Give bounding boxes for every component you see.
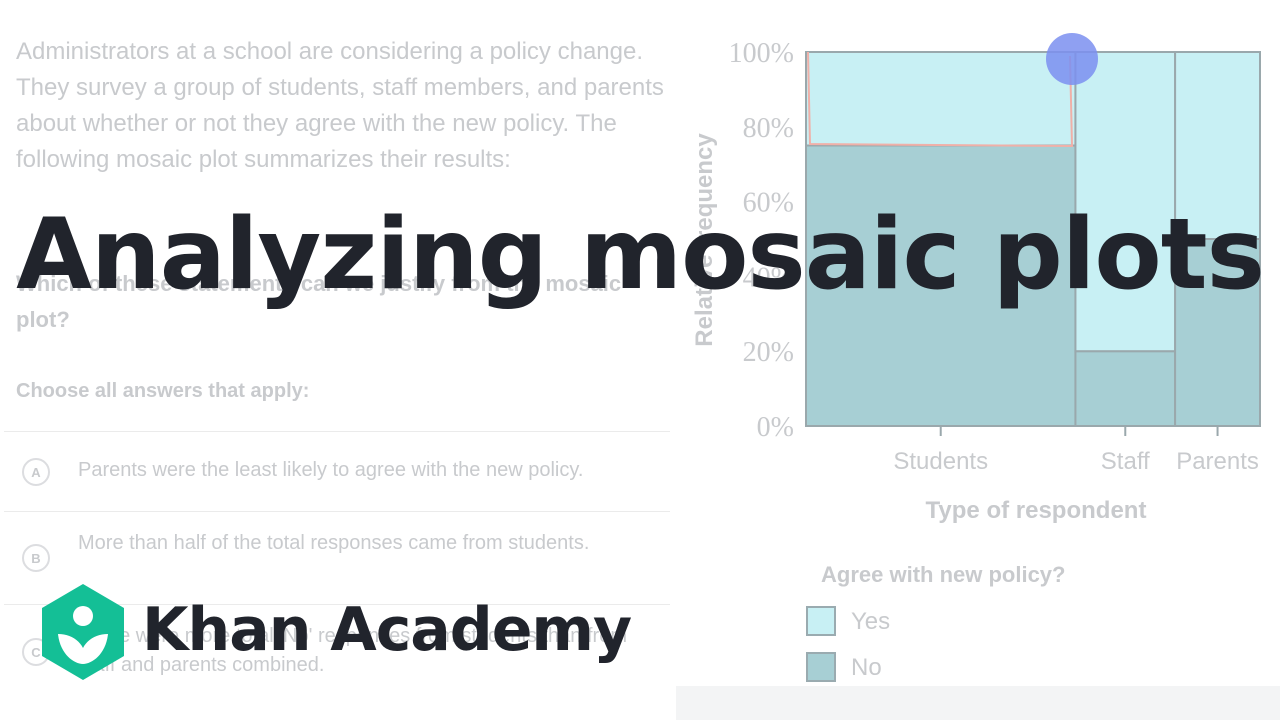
problem-text: Administrators at a school are consideri… [16,38,664,173]
y-axis-label: Relative frequency [691,133,718,347]
brand-name: Khan Academy [142,595,632,665]
y-tick-label: 60% [743,188,794,219]
khan-academy-brand: Khan Academy [38,582,632,682]
x-tick-label-students: Students [893,448,988,475]
mosaic-tile-staff-yes [1074,51,1177,353]
bottom-panel [676,686,1280,720]
divider [4,431,670,432]
divider [4,511,670,512]
annotation-highlight [807,51,1074,148]
y-tick-label: 20% [743,337,794,368]
legend-swatch-no [806,652,836,682]
legend-label-no: No [851,654,882,681]
khan-academy-logo-icon [42,584,124,680]
mosaic-tile-parents-yes [1174,51,1262,240]
mosaic-tile-parents-no [1174,238,1262,427]
choice-a-circle[interactable]: A [22,458,50,486]
choose-instruction: Choose all answers that apply: [16,380,310,402]
legend-label-yes: Yes [851,608,891,635]
legend-title: Agree with new policy? [821,562,1066,587]
question-text: Which of these statements can we justify… [16,271,622,332]
x-tick-label-staff: Staff [1101,448,1150,475]
choice-a-text: Parents were the least likely to agree w… [78,459,584,481]
mosaic-tile-students-yes [805,51,1077,147]
legend-swatch-yes [806,606,836,636]
y-tick-label: 80% [743,113,794,144]
mosaic-plot: 0%20%40%60%80%100% Students Staff Parents … [691,33,1262,524]
cursor-indicator [1046,33,1098,85]
y-tick-label: 40% [743,262,794,293]
choice-b-text: More than half of the total responses ca… [78,532,590,554]
x-axis-label: Type of respondent [926,497,1147,524]
choice-b-circle[interactable]: B [22,544,50,572]
divider [4,604,670,605]
choice-c-text: There were more total 'No' responses fro… [78,625,627,676]
x-tick-label-parents: Parents [1176,448,1259,475]
mosaic-tile-students-no [805,144,1077,427]
mosaic-tile-staff-no [1074,350,1177,428]
video-title: Analyzing mosaic plots [16,198,1265,312]
y-tick-label: 0% [757,412,794,443]
y-tick-label: 100% [729,38,794,69]
